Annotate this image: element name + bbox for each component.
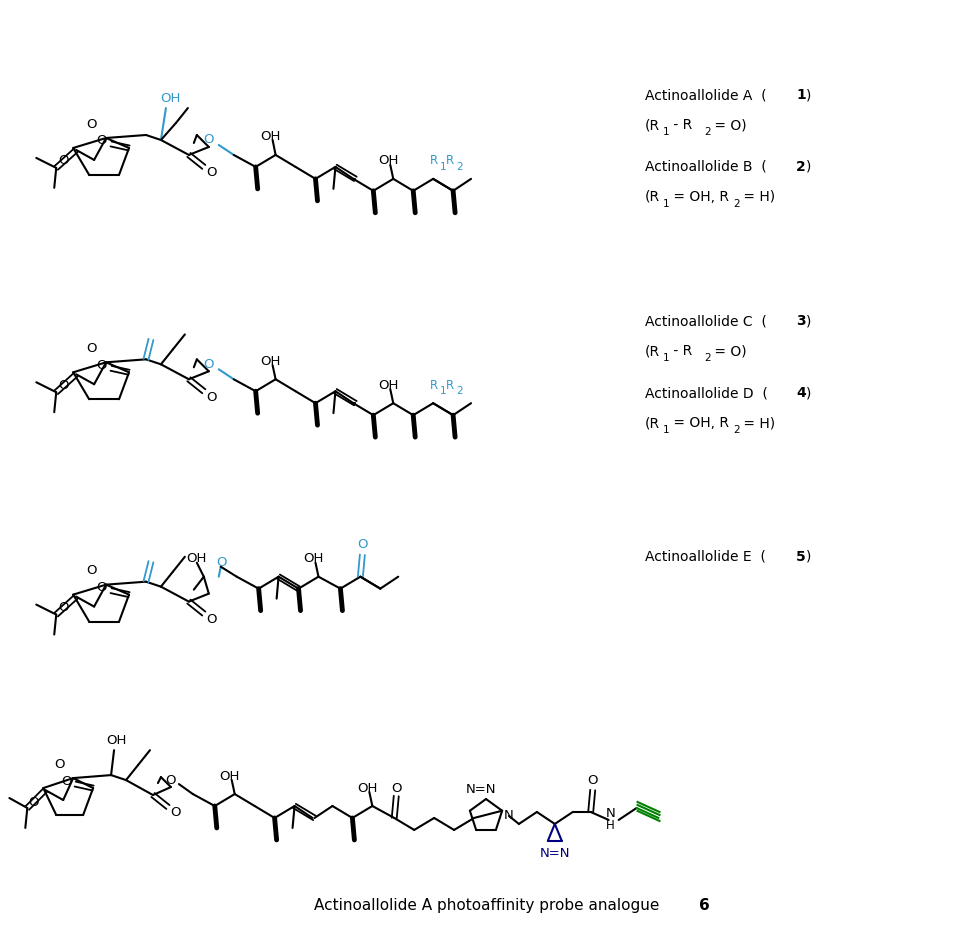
Text: OH: OH: [260, 131, 281, 144]
Text: 2: 2: [703, 353, 710, 363]
Text: O: O: [170, 807, 181, 820]
Text: O: O: [86, 564, 96, 577]
Text: OH: OH: [357, 781, 378, 794]
Text: 2: 2: [703, 127, 710, 137]
Text: = OH, R: = OH, R: [668, 416, 729, 430]
Text: O: O: [28, 795, 38, 808]
Text: O: O: [86, 342, 96, 355]
Text: = OH, R: = OH, R: [668, 190, 729, 204]
Text: 6: 6: [698, 899, 709, 914]
Text: N: N: [605, 808, 615, 821]
Text: 1: 1: [662, 425, 669, 435]
Text: 2: 2: [456, 386, 463, 396]
Text: 1: 1: [662, 199, 669, 208]
Text: N=N: N=N: [466, 782, 496, 795]
Text: O: O: [206, 613, 217, 626]
Text: ): ): [805, 386, 811, 400]
Text: O: O: [96, 134, 107, 147]
Text: 2: 2: [733, 425, 739, 435]
Text: O: O: [96, 581, 107, 594]
Text: - R: - R: [668, 345, 691, 359]
Text: OH: OH: [378, 154, 398, 167]
Text: Actinoallolide E  (: Actinoallolide E (: [644, 549, 765, 563]
Text: (R: (R: [644, 190, 659, 204]
Text: N: N: [504, 809, 513, 823]
Text: Actinoallolide D  (: Actinoallolide D (: [644, 386, 767, 400]
Text: R: R: [429, 154, 438, 167]
Text: - R: - R: [668, 118, 691, 132]
Text: O: O: [203, 133, 214, 146]
Text: R: R: [446, 154, 454, 167]
Text: OH: OH: [303, 552, 324, 565]
Text: OH: OH: [378, 378, 398, 392]
Text: = O): = O): [710, 345, 746, 359]
Text: R: R: [429, 378, 438, 392]
Text: O: O: [216, 556, 227, 569]
Text: O: O: [206, 166, 217, 179]
Text: (R: (R: [644, 118, 659, 132]
Text: = H): = H): [738, 190, 775, 204]
Text: O: O: [587, 774, 598, 787]
Text: = H): = H): [738, 416, 775, 430]
Text: H: H: [605, 820, 614, 833]
Text: (R: (R: [644, 345, 659, 359]
Text: 1: 1: [662, 353, 669, 363]
Text: R: R: [446, 378, 454, 392]
Text: OH: OH: [106, 733, 126, 747]
Text: O: O: [58, 601, 68, 614]
Text: O: O: [203, 358, 214, 371]
Text: ): ): [805, 160, 811, 174]
Text: 1: 1: [662, 127, 669, 137]
Text: ): ): [805, 88, 811, 102]
Text: OH: OH: [160, 92, 181, 104]
Text: Actinoallolide A  (: Actinoallolide A (: [644, 88, 766, 102]
Text: Actinoallolide C  (: Actinoallolide C (: [644, 315, 766, 329]
Text: 1: 1: [440, 162, 446, 172]
Text: N=N: N=N: [539, 847, 569, 860]
Text: OH: OH: [219, 770, 240, 782]
Text: O: O: [58, 154, 68, 167]
Text: 1: 1: [440, 386, 446, 396]
Text: 3: 3: [795, 315, 805, 329]
Text: O: O: [86, 117, 96, 131]
Text: 2: 2: [795, 160, 805, 174]
Text: = O): = O): [710, 118, 746, 132]
Text: OH: OH: [260, 355, 281, 368]
Text: OH: OH: [187, 552, 206, 565]
Text: O: O: [96, 359, 107, 372]
Text: O: O: [206, 391, 217, 404]
Text: O: O: [61, 775, 71, 788]
Text: 5: 5: [795, 549, 805, 563]
Text: ): ): [805, 315, 811, 329]
Text: 4: 4: [795, 386, 805, 400]
Text: Actinoallolide A photoaffinity probe analogue: Actinoallolide A photoaffinity probe ana…: [314, 899, 664, 914]
Text: O: O: [390, 781, 401, 794]
Text: O: O: [357, 538, 367, 551]
Text: 1: 1: [795, 88, 805, 102]
Text: (R: (R: [644, 416, 659, 430]
Text: ): ): [805, 549, 811, 563]
Text: 2: 2: [456, 162, 463, 172]
Text: O: O: [165, 774, 176, 787]
Text: Actinoallolide B  (: Actinoallolide B (: [644, 160, 766, 174]
Text: O: O: [54, 758, 65, 771]
Text: O: O: [58, 378, 68, 392]
Text: 2: 2: [733, 199, 739, 208]
